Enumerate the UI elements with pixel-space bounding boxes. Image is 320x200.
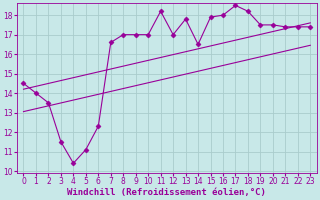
X-axis label: Windchill (Refroidissement éolien,°C): Windchill (Refroidissement éolien,°C) <box>68 188 266 197</box>
